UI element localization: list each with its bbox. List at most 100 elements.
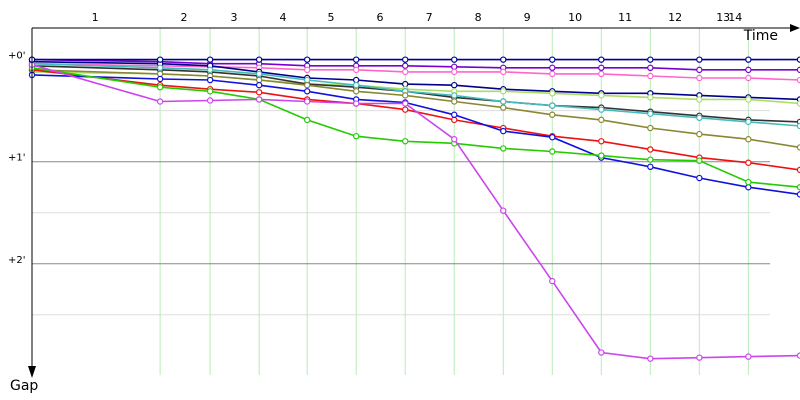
point-marker [647,163,654,170]
x-tick-label: 5 [328,11,335,24]
point-marker [647,94,654,101]
point-marker [500,104,507,111]
point-marker [352,56,360,63]
x-tick-label: 4 [279,11,286,24]
point-marker [352,81,360,89]
point-marker [451,111,458,118]
point-marker [402,106,409,113]
point-marker [451,63,458,70]
point-marker [402,92,409,99]
x-tick-label: 12 [668,11,682,24]
point-marker [549,277,556,285]
point-marker [647,64,654,72]
series-line [31,67,800,188]
point-marker [303,56,311,63]
point-marker [206,88,214,95]
point-marker [598,92,605,99]
point-marker [796,352,800,359]
x-tick-label: 8 [475,11,482,24]
point-marker [156,70,164,78]
point-marker [796,184,800,191]
point-marker [796,122,800,130]
point-marker [156,75,164,83]
point-marker [549,111,556,118]
x-tick-label: 13 [716,11,730,24]
point-marker [696,56,703,63]
point-marker [745,118,752,126]
x-axis-arrow [790,24,800,32]
point-marker [696,354,703,361]
point-marker [796,56,800,63]
point-marker [549,134,556,141]
point-marker [206,66,214,74]
point-marker [598,349,605,356]
point-marker [598,70,605,78]
point-marker [402,56,409,63]
point-marker [402,100,409,107]
point-marker [647,124,654,132]
x-tick-label: 1 [92,11,99,24]
point-marker [647,355,654,362]
point-marker [745,96,752,103]
point-marker [255,89,263,96]
point-marker [206,56,214,63]
point-marker [796,144,800,151]
point-marker [647,146,654,153]
point-marker [500,145,507,152]
point-marker [500,207,507,214]
x-tick-label: 7 [426,11,433,24]
point-marker [303,116,311,124]
x-tick-label: 3 [230,11,237,24]
point-marker [598,138,605,145]
x-axis-title: Time [743,28,778,44]
point-marker [402,138,409,145]
point-marker [647,56,654,63]
point-marker [500,88,507,95]
point-marker [745,178,752,186]
point-marker [745,74,752,82]
point-marker [352,132,360,140]
y-axis-title: Gap [10,378,38,394]
point-marker [696,96,703,103]
point-marker [402,62,409,69]
point-marker [647,72,654,80]
point-marker [303,88,311,95]
point-marker [549,56,556,63]
x-tick-label: 14 [728,11,742,24]
point-marker [255,70,263,78]
point-marker [451,56,458,63]
x-tick-label: 11 [618,11,632,24]
point-marker [206,76,214,84]
point-marker [352,88,360,95]
point-marker [796,100,800,107]
point-marker [451,81,458,89]
point-marker [303,98,311,105]
point-marker [156,64,164,72]
point-marker [745,136,752,143]
point-marker [156,83,164,91]
y-tick-label: +1' [8,153,26,164]
x-tick-label: 10 [568,11,582,24]
grid [32,28,770,375]
point-marker [647,156,654,163]
point-marker [598,116,605,124]
point-marker [451,116,458,124]
point-marker [549,90,556,97]
series-lines [28,56,800,362]
point-marker [500,98,507,105]
y-axis-arrow [28,366,36,378]
point-marker [303,66,311,74]
series-line [31,69,800,149]
point-marker [549,148,556,155]
point-marker [745,159,752,166]
point-marker [696,130,703,138]
point-marker [255,56,263,63]
point-marker [796,76,800,84]
x-tick-label: 9 [524,11,531,24]
point-marker [745,353,752,360]
point-marker [451,68,458,76]
point-marker [745,56,752,63]
point-marker [647,110,654,117]
point-marker [500,127,507,135]
